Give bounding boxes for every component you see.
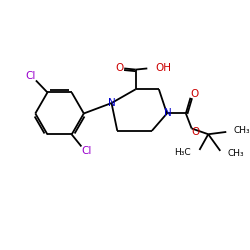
Text: Cl: Cl xyxy=(26,71,36,81)
Text: O: O xyxy=(190,89,199,99)
Text: O: O xyxy=(116,64,124,74)
Text: Cl: Cl xyxy=(81,146,92,156)
Text: O: O xyxy=(192,127,200,137)
Text: N: N xyxy=(164,108,171,118)
Text: N: N xyxy=(108,98,116,108)
Text: CH₃: CH₃ xyxy=(234,126,250,135)
Text: H₃C: H₃C xyxy=(174,148,191,157)
Text: OH: OH xyxy=(156,64,172,74)
Text: CH₃: CH₃ xyxy=(228,149,244,158)
